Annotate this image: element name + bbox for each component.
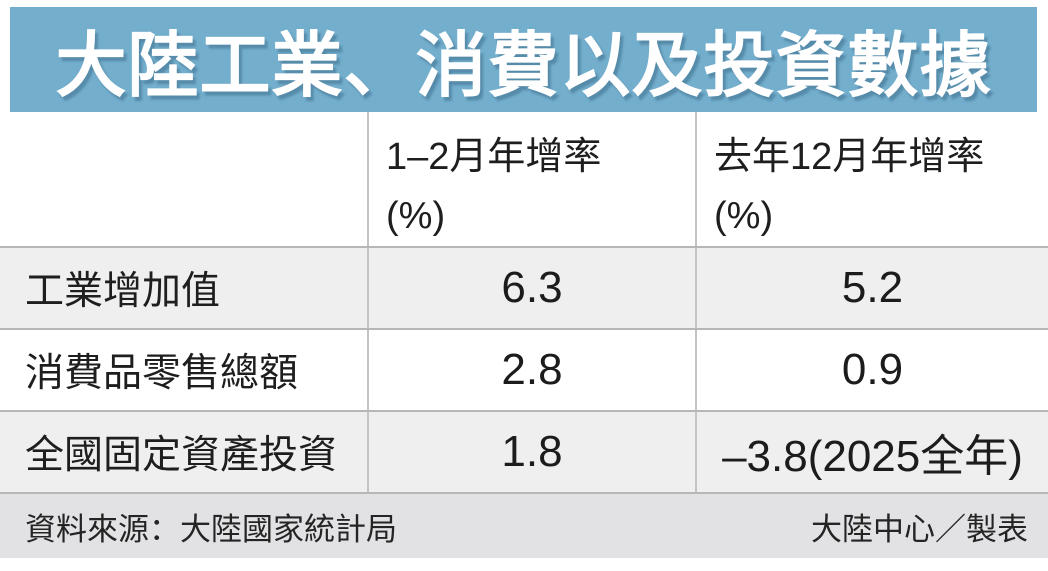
title-bar: 大陸工業、消費以及投資數據 bbox=[10, 7, 1037, 112]
footer-bar: 資料來源：大陸國家統計局 大陸中心／製表 bbox=[0, 492, 1048, 558]
table-row-industrial-output: 工業增加值 6.3 5.2 bbox=[0, 246, 1048, 328]
page-title: 大陸工業、消費以及投資數據 bbox=[55, 26, 992, 106]
value-dec: –3.8(2025全年) bbox=[695, 412, 1048, 492]
source-note: 資料來源：大陸國家統計局 bbox=[25, 511, 397, 547]
header-empty-cell bbox=[0, 112, 367, 246]
header-col-janfeb-unit: (%) bbox=[386, 195, 446, 237]
table-header-row: 1–2月年增率 (%) 去年12月年增率 (%) bbox=[0, 112, 1048, 246]
value-dec: 5.2 bbox=[695, 248, 1048, 328]
header-col-dec-label: 去年12月年增率 bbox=[714, 136, 985, 178]
header-col-janfeb: 1–2月年增率 (%) bbox=[367, 112, 695, 246]
value-janfeb: 1.8 bbox=[367, 412, 695, 492]
table-row-retail-sales: 消費品零售總額 2.8 0.9 bbox=[0, 328, 1048, 410]
value-janfeb: 2.8 bbox=[367, 330, 695, 410]
header-col-janfeb-label: 1–2月年增率 bbox=[386, 136, 602, 178]
row-label: 工業增加值 bbox=[25, 270, 221, 313]
row-label: 全國固定資產投資 bbox=[25, 434, 338, 477]
row-label: 消費品零售總額 bbox=[25, 352, 299, 395]
table-row-fixed-asset-investment: 全國固定資產投資 1.8 –3.8(2025全年) bbox=[0, 410, 1048, 492]
credit-note: 大陸中心／製表 bbox=[811, 511, 1028, 547]
header-col-dec: 去年12月年增率 (%) bbox=[695, 112, 1048, 246]
value-dec: 0.9 bbox=[695, 330, 1048, 410]
header-col-dec-unit: (%) bbox=[714, 195, 774, 237]
value-janfeb: 6.3 bbox=[367, 248, 695, 328]
data-table: 1–2月年增率 (%) 去年12月年增率 (%) 工業增加值 6.3 5.2 消… bbox=[0, 112, 1048, 492]
